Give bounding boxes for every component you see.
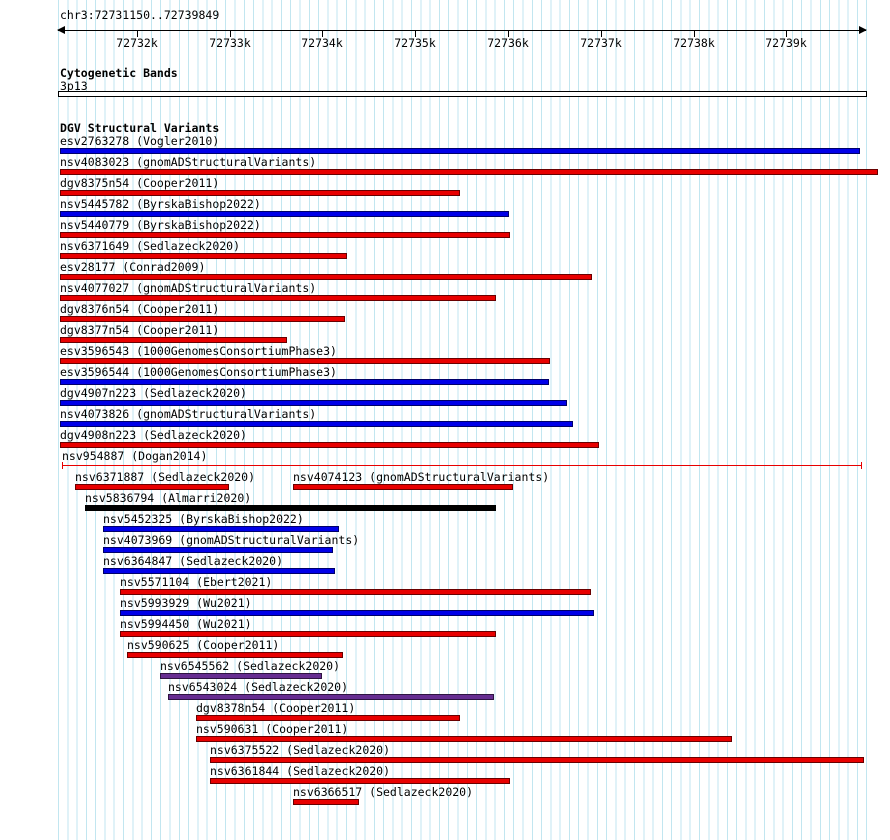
cytogenetic-bands-title: Cytogenetic Bands — [60, 66, 178, 80]
variant-bar[interactable] — [60, 316, 345, 322]
variant-label[interactable]: nsv6364847 (Sedlazeck2020) — [103, 554, 284, 568]
ruler-tick-label: 72733k — [209, 36, 251, 50]
variant-label[interactable]: nsv5993929 (Wu2021) — [120, 596, 252, 610]
variant-bar[interactable] — [75, 484, 229, 490]
variant-label[interactable]: nsv6371649 (Sedlazeck2020) — [60, 239, 241, 253]
variant-bar[interactable] — [60, 253, 347, 259]
variant-label[interactable]: dgv4907n223 (Sedlazeck2020) — [60, 386, 247, 400]
ruler-tick-label: 72735k — [394, 36, 436, 50]
ruler-tick — [322, 30, 323, 37]
variant-label[interactable]: nsv5445782 (ByrskaBishop2022) — [60, 197, 261, 211]
cytoband-name: 3p13 — [60, 79, 88, 93]
variant-bar[interactable] — [168, 694, 494, 700]
variant-bar[interactable] — [60, 379, 549, 385]
variant-bar[interactable] — [196, 736, 732, 742]
variant-bar[interactable] — [103, 526, 339, 532]
variant-label[interactable]: esv3596543 (1000GenomesConsortiumPhase3) — [60, 344, 337, 358]
variant-label[interactable]: nsv4077027 (gnomADStructuralVariants) — [60, 281, 317, 295]
variant-bar[interactable] — [210, 757, 864, 763]
variant-bar[interactable] — [60, 148, 860, 154]
variant-label[interactable]: nsv5994450 (Wu2021) — [120, 617, 252, 631]
variant-label[interactable]: nsv6371887 (Sedlazeck2020) — [75, 470, 256, 484]
variant-bar[interactable] — [85, 505, 496, 511]
variant-label[interactable]: dgv8378n54 (Cooper2011) — [196, 701, 356, 715]
variant-bar[interactable] — [127, 652, 343, 658]
dgv-structural-variants-title: DGV Structural Variants — [60, 121, 220, 135]
variant-bar[interactable] — [60, 400, 567, 406]
variant-bar[interactable] — [60, 358, 550, 364]
variant-bar[interactable] — [120, 589, 591, 595]
ruler-line — [58, 30, 866, 31]
variant-bar[interactable] — [60, 169, 878, 175]
variant-label[interactable]: nsv4073969 (gnomADStructuralVariants) — [103, 533, 360, 547]
variant-label[interactable]: nsv4074123 (gnomADStructuralVariants) — [293, 470, 550, 484]
variant-label[interactable]: nsv5440779 (ByrskaBishop2022) — [60, 218, 261, 232]
ruler-tick — [137, 30, 138, 37]
variant-label[interactable]: nsv6366517 (Sedlazeck2020) — [293, 785, 474, 799]
cytoband-box — [58, 91, 867, 97]
variant-label[interactable]: esv28177 (Conrad2009) — [60, 260, 206, 274]
variant-bar[interactable] — [293, 484, 513, 490]
variant-span-line[interactable] — [62, 462, 862, 469]
variant-label[interactable]: nsv590625 (Cooper2011) — [127, 638, 280, 652]
variant-bar[interactable] — [60, 211, 509, 217]
ruler-tick-label: 72738k — [673, 36, 715, 50]
variant-bar[interactable] — [60, 274, 592, 280]
grid-lines — [58, 0, 867, 840]
region-label: chr3:72731150..72739849 — [60, 8, 220, 22]
variant-label[interactable]: nsv6543024 (Sedlazeck2020) — [168, 680, 349, 694]
variant-bar[interactable] — [120, 631, 496, 637]
ruler-tick — [415, 30, 416, 37]
ruler-tick — [508, 30, 509, 37]
variant-bar[interactable] — [60, 295, 496, 301]
variant-label[interactable]: nsv4083023 (gnomADStructuralVariants) — [60, 155, 317, 169]
variant-bar[interactable] — [293, 799, 359, 805]
variant-label[interactable]: dgv4908n223 (Sedlazeck2020) — [60, 428, 247, 442]
ruler-tick-label: 72739k — [765, 36, 807, 50]
ruler-right-arrow-icon — [859, 26, 867, 34]
variant-label[interactable]: nsv590631 (Cooper2011) — [196, 722, 349, 736]
variant-bar[interactable] — [60, 421, 573, 427]
ruler-tick — [694, 30, 695, 37]
variant-label[interactable]: nsv5452325 (ByrskaBishop2022) — [103, 512, 304, 526]
variant-bar[interactable] — [210, 778, 510, 784]
variant-label[interactable]: esv3596544 (1000GenomesConsortiumPhase3) — [60, 365, 337, 379]
variant-label[interactable]: nsv5836794 (Almarri2020) — [85, 491, 252, 505]
variant-label[interactable]: nsv6375522 (Sedlazeck2020) — [210, 743, 391, 757]
variant-label[interactable]: nsv6545562 (Sedlazeck2020) — [160, 659, 341, 673]
variant-bar[interactable] — [60, 337, 287, 343]
variant-bar[interactable] — [60, 442, 599, 448]
ruler-tick-label: 72736k — [487, 36, 529, 50]
ruler-tick-label: 72732k — [116, 36, 158, 50]
ruler-tick — [230, 30, 231, 37]
variant-label[interactable]: dgv8377n54 (Cooper2011) — [60, 323, 220, 337]
variant-label[interactable]: dgv8376n54 (Cooper2011) — [60, 302, 220, 316]
variant-label[interactable]: dgv8375n54 (Cooper2011) — [60, 176, 220, 190]
variant-bar[interactable] — [60, 232, 510, 238]
ruler-tick-label: 72737k — [580, 36, 622, 50]
variant-bar[interactable] — [103, 568, 335, 574]
variant-bar[interactable] — [103, 547, 333, 553]
variant-bar[interactable] — [120, 610, 594, 616]
variant-label[interactable]: esv2763278 (Vogler2010) — [60, 134, 220, 148]
variant-label[interactable]: nsv6361844 (Sedlazeck2020) — [210, 764, 391, 778]
variant-bar[interactable] — [60, 190, 460, 196]
variant-label[interactable]: nsv954887 (Dogan2014) — [62, 449, 208, 463]
ruler-tick-label: 72734k — [301, 36, 343, 50]
ruler-tick — [601, 30, 602, 37]
variant-bar[interactable] — [160, 673, 322, 679]
variant-label[interactable]: nsv4073826 (gnomADStructuralVariants) — [60, 407, 317, 421]
ruler-tick — [786, 30, 787, 37]
variant-label[interactable]: nsv5571104 (Ebert2021) — [120, 575, 273, 589]
ruler-left-arrow-icon — [57, 26, 65, 34]
variant-bar[interactable] — [196, 715, 460, 721]
